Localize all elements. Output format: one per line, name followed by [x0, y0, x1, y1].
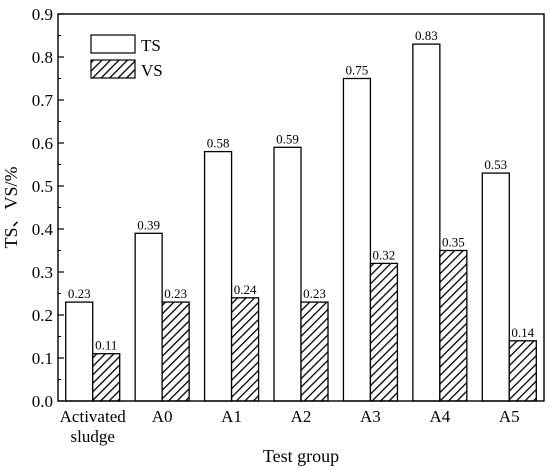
bar-ts-3	[273, 146, 302, 402]
legend-label-vs: VS	[141, 61, 163, 80]
x-tick-label: A4	[429, 407, 450, 426]
y-tick-label: 0.3	[32, 263, 53, 282]
bar-vs-0	[92, 353, 121, 402]
y-tick-label: 0.0	[32, 392, 53, 411]
y-tick-label: 0.2	[32, 306, 53, 325]
y-tick-label: 0.1	[32, 349, 53, 368]
data-label-ts-5: 0.83	[415, 28, 438, 43]
data-label-ts-1: 0.39	[137, 217, 160, 232]
data-labels: 0.23 0.11 0.39 0.23 0.58 0.24 0.59 0.23 0.75 0.32…	[68, 28, 535, 353]
bar-vs-4	[369, 262, 399, 402]
data-label-vs-6: 0.14	[511, 325, 534, 340]
bar-vs-3	[300, 301, 329, 402]
x-axis-title: Test group	[263, 446, 339, 466]
data-label-vs-1: 0.23	[164, 286, 187, 301]
x-tick-label: sludge	[71, 427, 115, 446]
y-tick-label: 0.5	[32, 177, 53, 196]
legend: TS VS	[90, 34, 163, 80]
data-label-ts-4: 0.75	[346, 63, 369, 78]
bar-ts-2	[203, 150, 233, 402]
legend-swatch-vs	[90, 59, 136, 79]
bar-vs-5	[439, 249, 468, 402]
bar-vs-6	[508, 340, 537, 402]
data-label-vs-2: 0.24	[234, 282, 257, 297]
bar-vs-2	[230, 297, 260, 402]
x-tick-label: A0	[152, 407, 173, 426]
y-tick-label: 0.4	[32, 220, 54, 239]
data-label-vs-5: 0.35	[442, 235, 465, 250]
y-tick-label: 0.8	[32, 48, 53, 67]
data-label-ts-0: 0.23	[68, 286, 91, 301]
data-label-ts-2: 0.58	[207, 136, 230, 151]
y-tick-label: 0.9	[32, 5, 53, 24]
bar-ts-0	[65, 301, 94, 402]
x-tick-label: Activated	[60, 407, 127, 426]
x-tick-label: A5	[499, 407, 520, 426]
y-tick-label: 0.7	[32, 91, 54, 110]
bar-ts-4	[342, 77, 372, 402]
data-label-vs-3: 0.23	[303, 286, 326, 301]
legend-label-ts: TS	[141, 36, 161, 55]
legend-swatch-ts	[90, 34, 136, 54]
x-tick-label: A2	[291, 407, 312, 426]
bar-ts-5	[412, 43, 441, 402]
data-label-ts-3: 0.59	[276, 131, 299, 146]
bar-ts-1	[134, 232, 163, 402]
data-label-vs-4: 0.32	[373, 247, 396, 262]
x-tick-label: A3	[360, 407, 381, 426]
bar-vs-1	[161, 301, 190, 402]
data-label-vs-0: 0.11	[95, 338, 117, 353]
x-tick-label: A1	[221, 407, 242, 426]
y-axis-title: TS、VS/%	[1, 166, 21, 248]
data-label-ts-6: 0.53	[484, 157, 507, 172]
bar-ts-6	[481, 172, 510, 402]
y-tick-label: 0.6	[32, 134, 53, 153]
